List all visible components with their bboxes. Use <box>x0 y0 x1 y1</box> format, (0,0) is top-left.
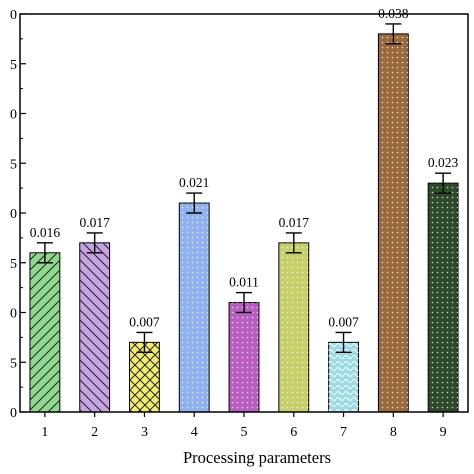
bar-pattern-8 <box>378 33 409 413</box>
y-tick-label: 0 <box>10 207 17 222</box>
value-label-7: 0.007 <box>328 314 359 329</box>
bar-pattern-4 <box>179 203 210 412</box>
bars: 0.0160.0170.0070.0210.0110.0170.0070.038… <box>29 6 459 413</box>
y-tick-label: 5 <box>10 257 17 272</box>
bar-pattern-6 <box>278 242 309 412</box>
x-tick-label: 6 <box>290 425 297 440</box>
bar-pattern-5 <box>229 302 259 412</box>
bar-pattern-3 <box>129 342 160 412</box>
x-tick-label: 7 <box>340 425 347 440</box>
value-label-3: 0.007 <box>129 314 160 329</box>
y-tick-label: 0 <box>10 108 17 123</box>
y-tick-label: 5 <box>10 58 17 73</box>
x-tick-label: 1 <box>41 425 48 440</box>
value-label-6: 0.017 <box>279 215 310 230</box>
x-axis-ticks: 1 2 3 4 5 6 7 8 9 <box>41 412 447 440</box>
value-label-4: 0.021 <box>179 175 209 190</box>
x-axis-title: Processing parameters <box>183 448 331 467</box>
bar-pattern-1 <box>29 252 60 412</box>
y-tick-label: 0 <box>10 406 17 421</box>
bar-pattern-2 <box>79 242 110 412</box>
bar-pattern-9 <box>428 183 459 412</box>
value-label-9: 0.023 <box>428 155 459 170</box>
value-label-5: 0.011 <box>229 275 259 290</box>
plot-frame <box>19 13 469 413</box>
y-tick-label: 5 <box>10 356 17 371</box>
y-tick-label: 0 <box>10 307 17 322</box>
x-tick-label: 4 <box>191 425 198 440</box>
y-tick-label: 5 <box>10 157 17 172</box>
bar-pattern-7 <box>328 342 359 412</box>
x-tick-label: 8 <box>390 425 397 440</box>
value-label-2: 0.017 <box>79 215 110 230</box>
x-tick-label: 5 <box>241 425 248 440</box>
x-tick-label: 9 <box>440 425 447 440</box>
y-axis-ticks: 0 5 0 5 0 5 0 5 0 <box>10 8 26 421</box>
y-tick-label: 0 <box>10 8 17 23</box>
x-tick-label: 3 <box>141 425 148 440</box>
value-label-1: 0.016 <box>30 225 61 240</box>
x-tick-label: 2 <box>91 425 98 440</box>
